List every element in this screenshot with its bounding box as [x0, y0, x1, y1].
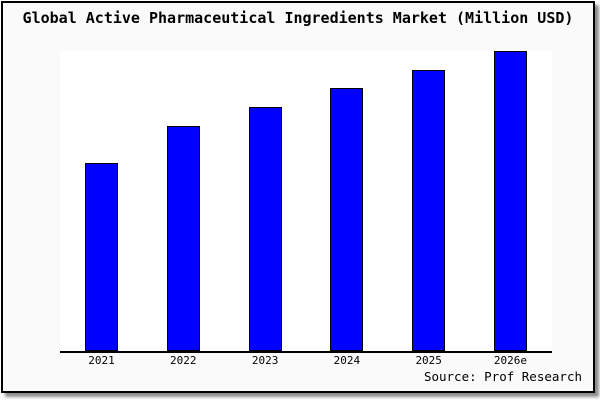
x-tick-label: 2023 — [251, 354, 279, 367]
bar-2025 — [412, 69, 446, 351]
x-axis-line — [60, 351, 552, 353]
bar-2021 — [85, 162, 118, 351]
chart-title: Global Active Pharmaceutical Ingredients… — [22, 9, 574, 27]
bar-2024 — [330, 87, 364, 351]
plot-area — [60, 50, 552, 351]
source-credit: Source: Prof Research — [423, 369, 582, 384]
x-tick-label: 2022 — [170, 354, 197, 367]
x-tick-label: 2021 — [88, 354, 115, 367]
chart-window: Global Active Pharmaceutical Ingredients… — [1, 1, 595, 393]
x-tick-label: 2026e — [493, 354, 528, 367]
bar-2026e — [493, 50, 527, 351]
bar-2023 — [248, 106, 282, 351]
bar-2022 — [166, 125, 200, 351]
x-tick-label: 2024 — [333, 354, 361, 367]
x-axis-tick-row: 2021 2022 2023 2024 2025 2026e — [60, 354, 552, 367]
x-tick-label: 2025 — [415, 354, 442, 367]
